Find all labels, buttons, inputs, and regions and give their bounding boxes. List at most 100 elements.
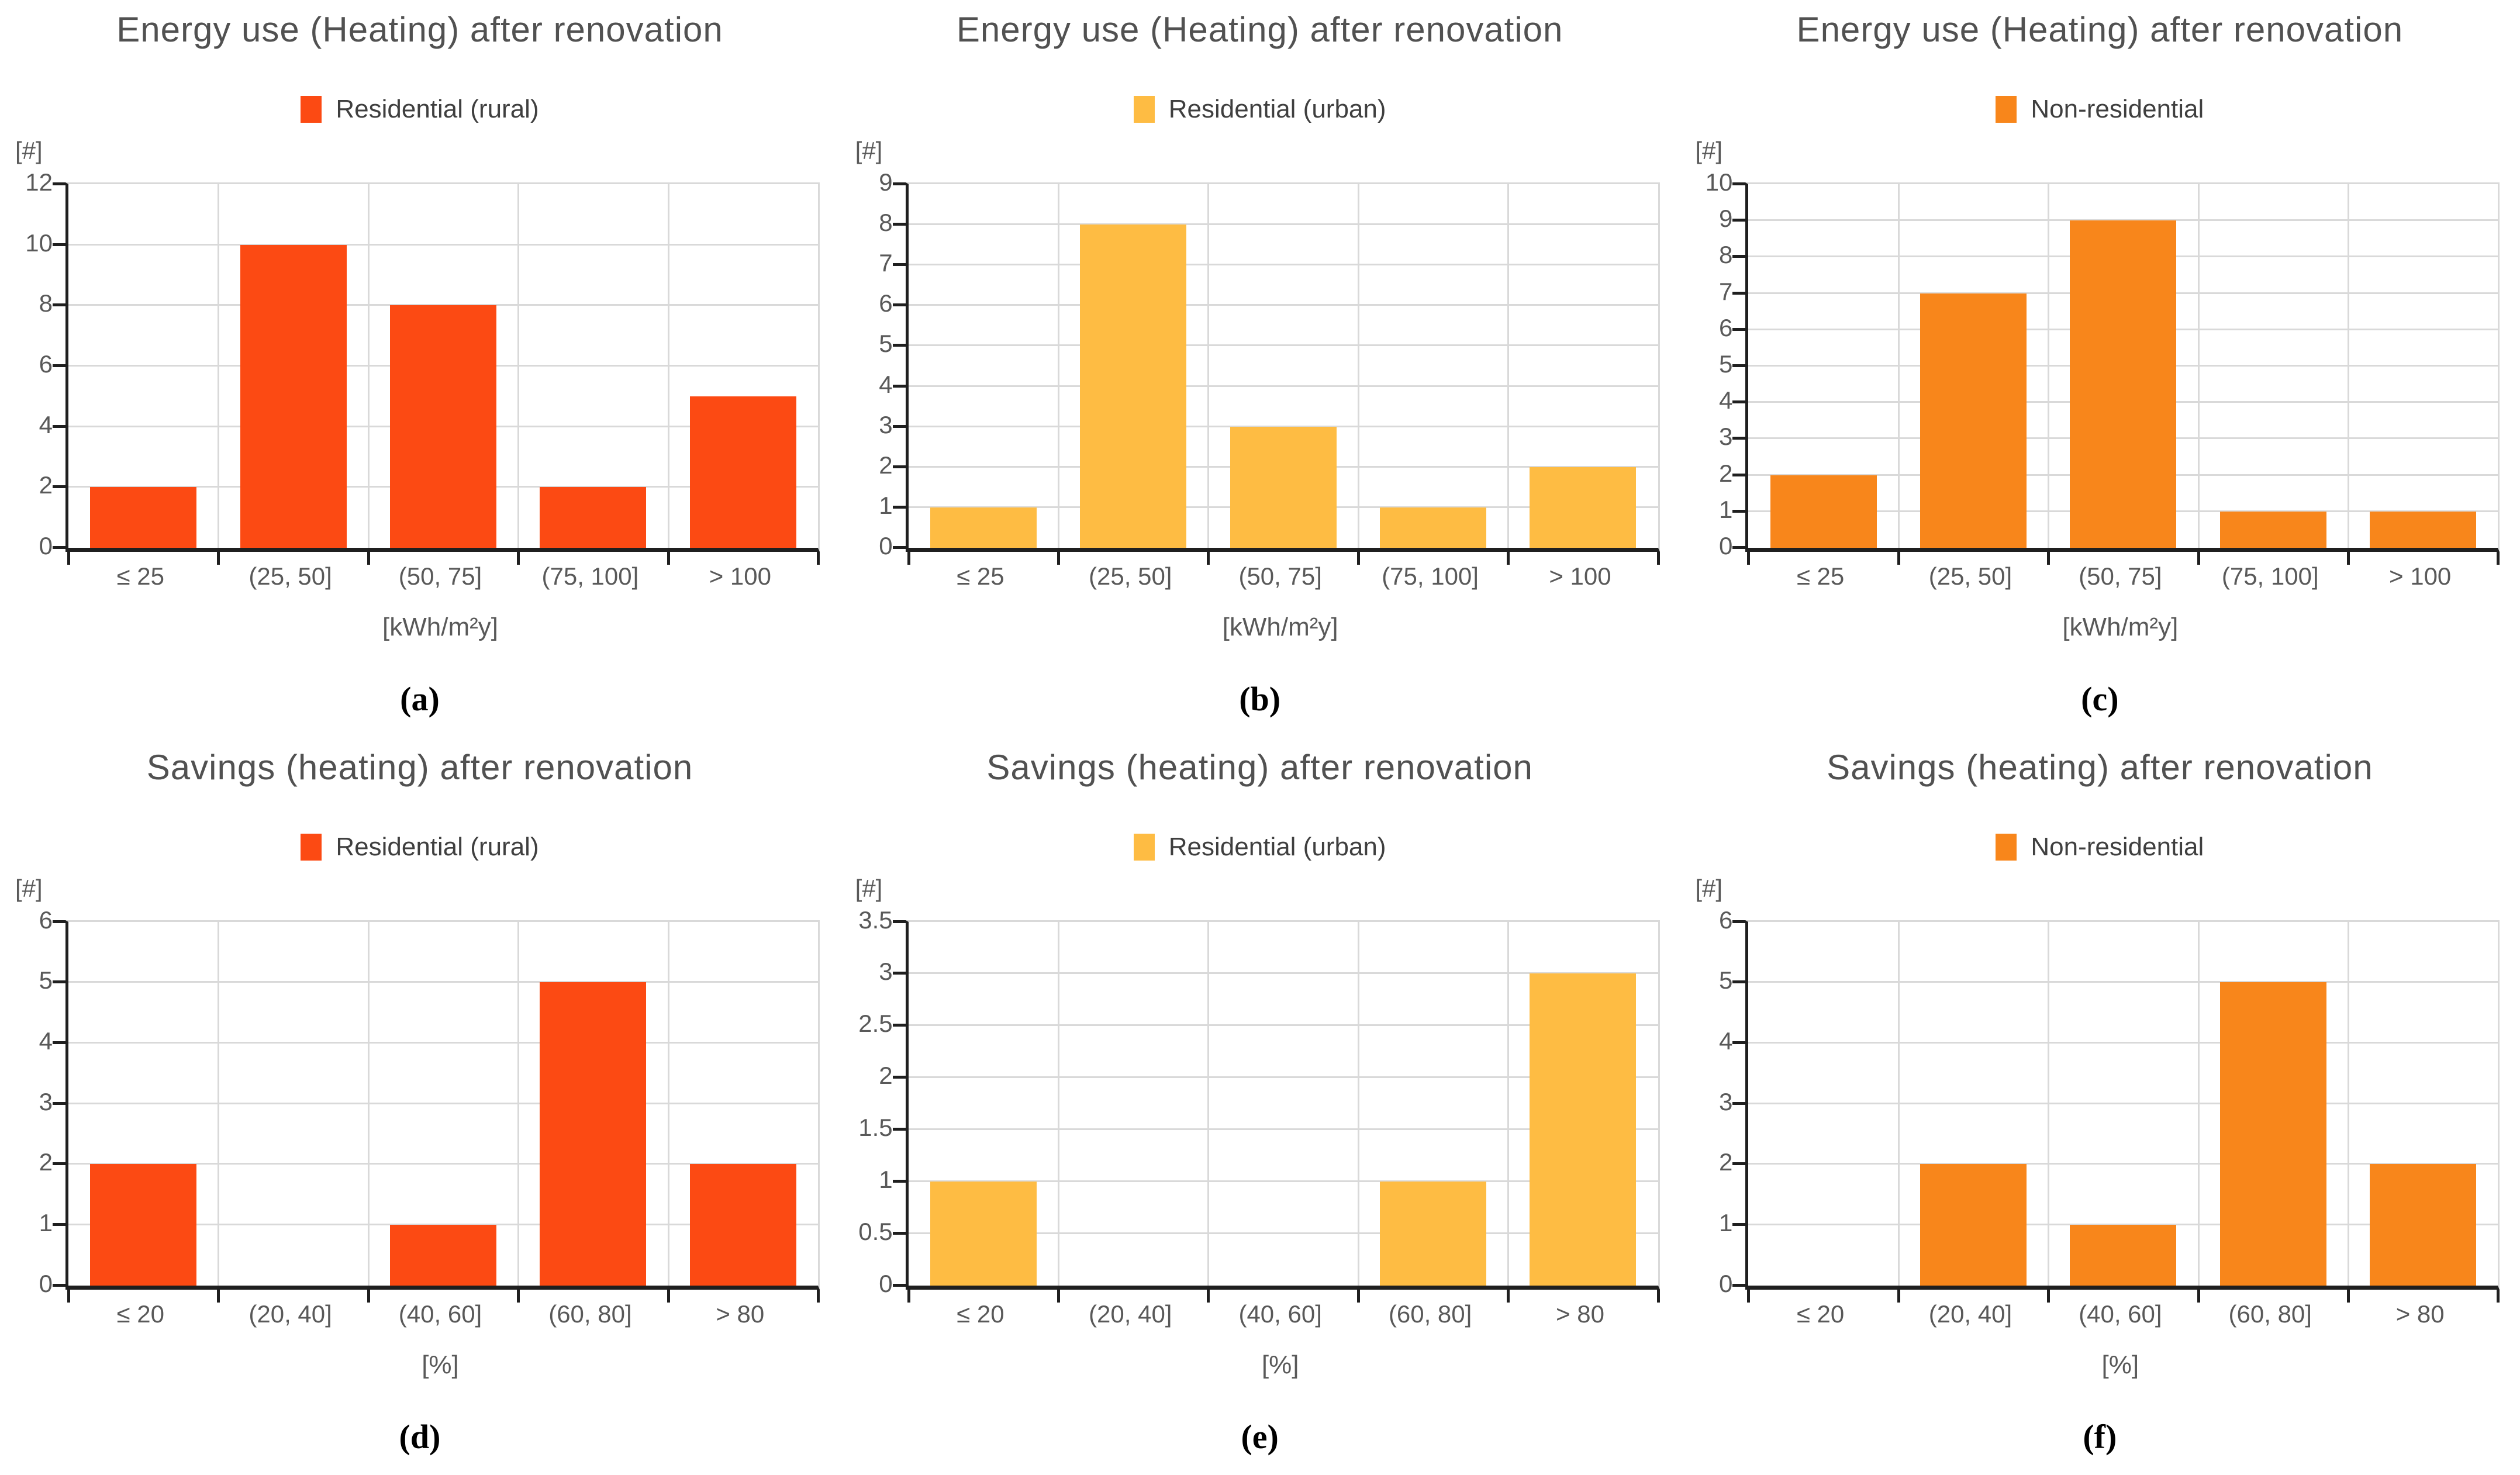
bar-d-4 bbox=[689, 1164, 796, 1286]
vertical-gridline bbox=[1058, 184, 1060, 548]
bar-b-1 bbox=[1080, 224, 1187, 548]
y-tick-label: 9 bbox=[879, 168, 893, 196]
y-tick-mark bbox=[892, 546, 906, 549]
x-category-label: (20, 40] bbox=[1089, 1300, 1172, 1328]
x-tick-mark bbox=[2346, 552, 2350, 565]
y-tick-label: 0 bbox=[1718, 1269, 1733, 1297]
legend-swatch-icon bbox=[1996, 833, 2017, 861]
x-category-label: ≤ 25 bbox=[1796, 562, 1845, 590]
y-tick-mark bbox=[1732, 920, 1746, 923]
y-tick-label: 4 bbox=[1718, 1027, 1733, 1055]
chart-b: Energy use (Heating) after renovation Re… bbox=[840, 0, 1680, 737]
x-category-label: > 80 bbox=[2395, 1300, 2445, 1328]
x-axis-title: [%] bbox=[2101, 1350, 2139, 1379]
x-category-label: (50, 75] bbox=[1238, 562, 1322, 590]
legend-label: Non-residential bbox=[2031, 95, 2204, 123]
x-tick-mark bbox=[1656, 1289, 1660, 1303]
x-category-label: (40, 60] bbox=[1238, 1300, 1322, 1328]
x-axis-tick-labels: ≤ 20 (20, 40] (40, 60] (60, 80] > 80 bbox=[906, 1300, 1655, 1328]
legend-swatch-icon bbox=[1133, 833, 1155, 861]
horizontal-gridline bbox=[908, 223, 1658, 226]
y-tick-mark bbox=[892, 182, 906, 185]
y-tick-label: 6 bbox=[1718, 906, 1733, 934]
subfigure-caption: (e) bbox=[1241, 1417, 1279, 1456]
chart-a: Energy use (Heating) after renovation Re… bbox=[0, 0, 840, 737]
bar-f-4 bbox=[2370, 1164, 2477, 1286]
y-tick-label: 5 bbox=[1718, 350, 1733, 378]
x-category-label: > 100 bbox=[1549, 562, 1611, 590]
chart-title: Savings (heating) after renovation bbox=[146, 747, 693, 787]
y-tick-label: 1 bbox=[1718, 495, 1733, 523]
y-tick-label: 5 bbox=[879, 330, 893, 358]
subfigure-caption: (b) bbox=[1239, 680, 1281, 718]
y-tick-mark bbox=[1732, 546, 1746, 549]
legend-swatch-icon bbox=[301, 96, 322, 123]
y-tick-mark bbox=[53, 1283, 65, 1287]
y-tick-mark bbox=[892, 1231, 906, 1235]
y-tick-mark bbox=[1732, 219, 1746, 222]
y-tick-label: 8 bbox=[879, 209, 893, 237]
bar-c-4 bbox=[2370, 511, 2477, 548]
y-tick-label: 0 bbox=[879, 1269, 893, 1297]
x-category-label: ≤ 20 bbox=[116, 1300, 164, 1328]
y-tick-label: 7 bbox=[1718, 277, 1733, 305]
vertical-gridline bbox=[1897, 184, 1900, 548]
subfigure-caption: (f) bbox=[2083, 1417, 2117, 1456]
y-axis-tick-labels: 0 1 2 3 4 5 6 7 8 9 bbox=[840, 170, 893, 558]
y-axis-unit-label: [#] bbox=[855, 137, 883, 164]
y-tick-mark bbox=[53, 920, 65, 923]
y-tick-mark bbox=[1732, 1101, 1746, 1105]
bar-a-2 bbox=[389, 305, 496, 548]
x-axis-title: [%] bbox=[422, 1350, 459, 1379]
horizontal-gridline bbox=[1748, 1163, 2498, 1165]
x-tick-mark bbox=[217, 1289, 220, 1303]
chart-title: Energy use (Heating) after renovation bbox=[956, 10, 1563, 49]
x-tick-mark bbox=[817, 1289, 820, 1303]
chart-e: Savings (heating) after renovation Resid… bbox=[840, 738, 1680, 1475]
bar-b-2 bbox=[1230, 426, 1337, 548]
horizontal-gridline bbox=[1748, 1223, 2498, 1225]
y-tick-mark bbox=[1732, 509, 1746, 513]
y-tick-mark bbox=[53, 485, 65, 489]
horizontal-gridline bbox=[68, 1163, 818, 1165]
vertical-gridline bbox=[1897, 921, 1900, 1286]
x-category-label: > 100 bbox=[709, 562, 771, 590]
vertical-gridline bbox=[2048, 921, 2050, 1286]
plot-area bbox=[1732, 920, 2500, 1303]
y-tick-label: 6 bbox=[39, 906, 53, 934]
y-axis-tick-labels: 0 0.5 1 1.5 2 2.5 3 3.5 bbox=[840, 907, 893, 1296]
x-tick-mark bbox=[1747, 1289, 1751, 1303]
horizontal-gridline bbox=[68, 1102, 818, 1104]
legend: Residential (urban) bbox=[840, 95, 1680, 124]
y-tick-label: 1 bbox=[1718, 1208, 1733, 1236]
x-tick-mark bbox=[2047, 1289, 2050, 1303]
y-tick-label: 3.5 bbox=[858, 906, 893, 934]
x-axis-tick-labels: ≤ 25 (25, 50] (50, 75] (75, 100] > 100 bbox=[1745, 562, 2495, 590]
x-tick-mark bbox=[907, 552, 910, 565]
x-axis-tick-labels: ≤ 20 (20, 40] (40, 60] (60, 80] > 80 bbox=[1745, 1300, 2495, 1328]
bar-a-0 bbox=[90, 487, 197, 548]
vertical-gridline bbox=[218, 921, 220, 1286]
x-category-label: ≤ 20 bbox=[957, 1300, 1004, 1328]
x-tick-mark bbox=[2497, 552, 2500, 565]
horizontal-gridline bbox=[908, 385, 1658, 387]
y-tick-mark bbox=[892, 263, 906, 267]
legend-swatch-icon bbox=[1133, 96, 1155, 123]
y-tick-mark bbox=[892, 424, 906, 428]
x-category-label: (25, 50] bbox=[1089, 562, 1172, 590]
legend: Residential (rural) bbox=[0, 95, 840, 124]
y-tick-label: 0.5 bbox=[858, 1217, 893, 1245]
legend-label: Residential (urban) bbox=[1168, 832, 1386, 861]
y-tick-label: 10 bbox=[25, 229, 53, 257]
y-tick-mark bbox=[53, 1222, 65, 1226]
horizontal-gridline bbox=[1748, 1041, 2498, 1044]
y-tick-mark bbox=[53, 182, 65, 185]
x-tick-mark bbox=[2497, 1289, 2500, 1303]
y-tick-label: 4 bbox=[879, 370, 893, 398]
legend-swatch-icon bbox=[301, 833, 322, 861]
y-tick-mark bbox=[892, 1179, 906, 1183]
horizontal-gridline bbox=[68, 304, 818, 306]
y-tick-mark bbox=[53, 364, 65, 367]
x-tick-mark bbox=[2197, 552, 2200, 565]
